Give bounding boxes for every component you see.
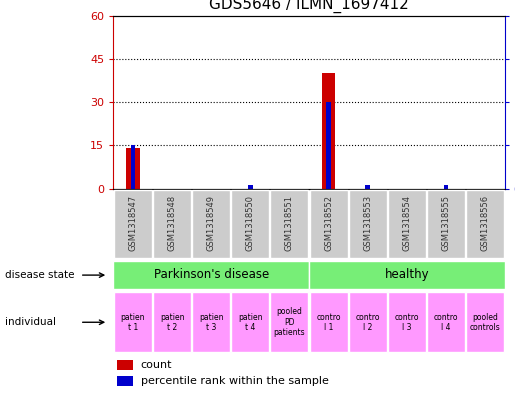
Text: Parkinson's disease: Parkinson's disease bbox=[153, 268, 269, 281]
Text: GSM1318547: GSM1318547 bbox=[128, 195, 138, 251]
Text: disease state: disease state bbox=[5, 270, 75, 280]
Text: GSM1318548: GSM1318548 bbox=[167, 195, 177, 251]
Bar bbox=[270, 190, 308, 258]
Bar bbox=[466, 292, 504, 353]
Bar bbox=[153, 292, 191, 353]
Text: GSM1318555: GSM1318555 bbox=[441, 195, 451, 251]
Bar bbox=[231, 292, 269, 353]
Text: GSM1318556: GSM1318556 bbox=[480, 195, 490, 251]
Text: GSM1318550: GSM1318550 bbox=[246, 195, 255, 251]
Bar bbox=[192, 292, 230, 353]
Bar bbox=[310, 292, 348, 353]
Text: percentile rank within the sample: percentile rank within the sample bbox=[141, 376, 329, 386]
Text: pooled
PD
patients: pooled PD patients bbox=[273, 307, 305, 337]
Text: GSM1318549: GSM1318549 bbox=[207, 195, 216, 251]
Bar bbox=[466, 190, 504, 258]
Text: GSM1318552: GSM1318552 bbox=[324, 195, 333, 251]
Text: pooled
controls: pooled controls bbox=[470, 312, 501, 332]
Bar bbox=[114, 190, 152, 258]
Bar bbox=[126, 148, 140, 189]
Bar bbox=[270, 292, 308, 353]
Bar bbox=[113, 261, 309, 289]
Text: count: count bbox=[141, 360, 172, 370]
Text: patien
t 4: patien t 4 bbox=[238, 312, 263, 332]
Text: contro
l 2: contro l 2 bbox=[355, 312, 380, 332]
Text: GSM1318554: GSM1318554 bbox=[402, 195, 411, 251]
Bar bbox=[443, 185, 449, 189]
Bar bbox=[388, 190, 426, 258]
Text: contro
l 3: contro l 3 bbox=[394, 312, 419, 332]
Text: GSM1318553: GSM1318553 bbox=[363, 195, 372, 251]
Bar bbox=[326, 102, 331, 189]
Bar bbox=[114, 292, 152, 353]
Text: patien
t 2: patien t 2 bbox=[160, 312, 184, 332]
Text: healthy: healthy bbox=[385, 268, 429, 281]
Bar bbox=[153, 190, 191, 258]
Bar bbox=[427, 190, 465, 258]
Text: individual: individual bbox=[5, 317, 56, 327]
Title: GDS5646 / ILMN_1697412: GDS5646 / ILMN_1697412 bbox=[209, 0, 409, 13]
Text: GSM1318551: GSM1318551 bbox=[285, 195, 294, 251]
Text: contro
l 4: contro l 4 bbox=[434, 312, 458, 332]
Bar bbox=[388, 292, 426, 353]
Bar bbox=[130, 145, 135, 189]
Text: patien
t 1: patien t 1 bbox=[121, 312, 145, 332]
Bar bbox=[192, 190, 230, 258]
Bar bbox=[248, 185, 253, 189]
Bar bbox=[309, 261, 505, 289]
Bar bbox=[322, 73, 335, 189]
Bar bbox=[231, 190, 269, 258]
Bar bbox=[349, 190, 387, 258]
Text: patien
t 3: patien t 3 bbox=[199, 312, 224, 332]
Text: contro
l 1: contro l 1 bbox=[316, 312, 341, 332]
Bar bbox=[349, 292, 387, 353]
Bar bbox=[365, 185, 370, 189]
Bar bbox=[117, 360, 133, 370]
Bar bbox=[427, 292, 465, 353]
Bar bbox=[117, 376, 133, 386]
Bar bbox=[310, 190, 348, 258]
